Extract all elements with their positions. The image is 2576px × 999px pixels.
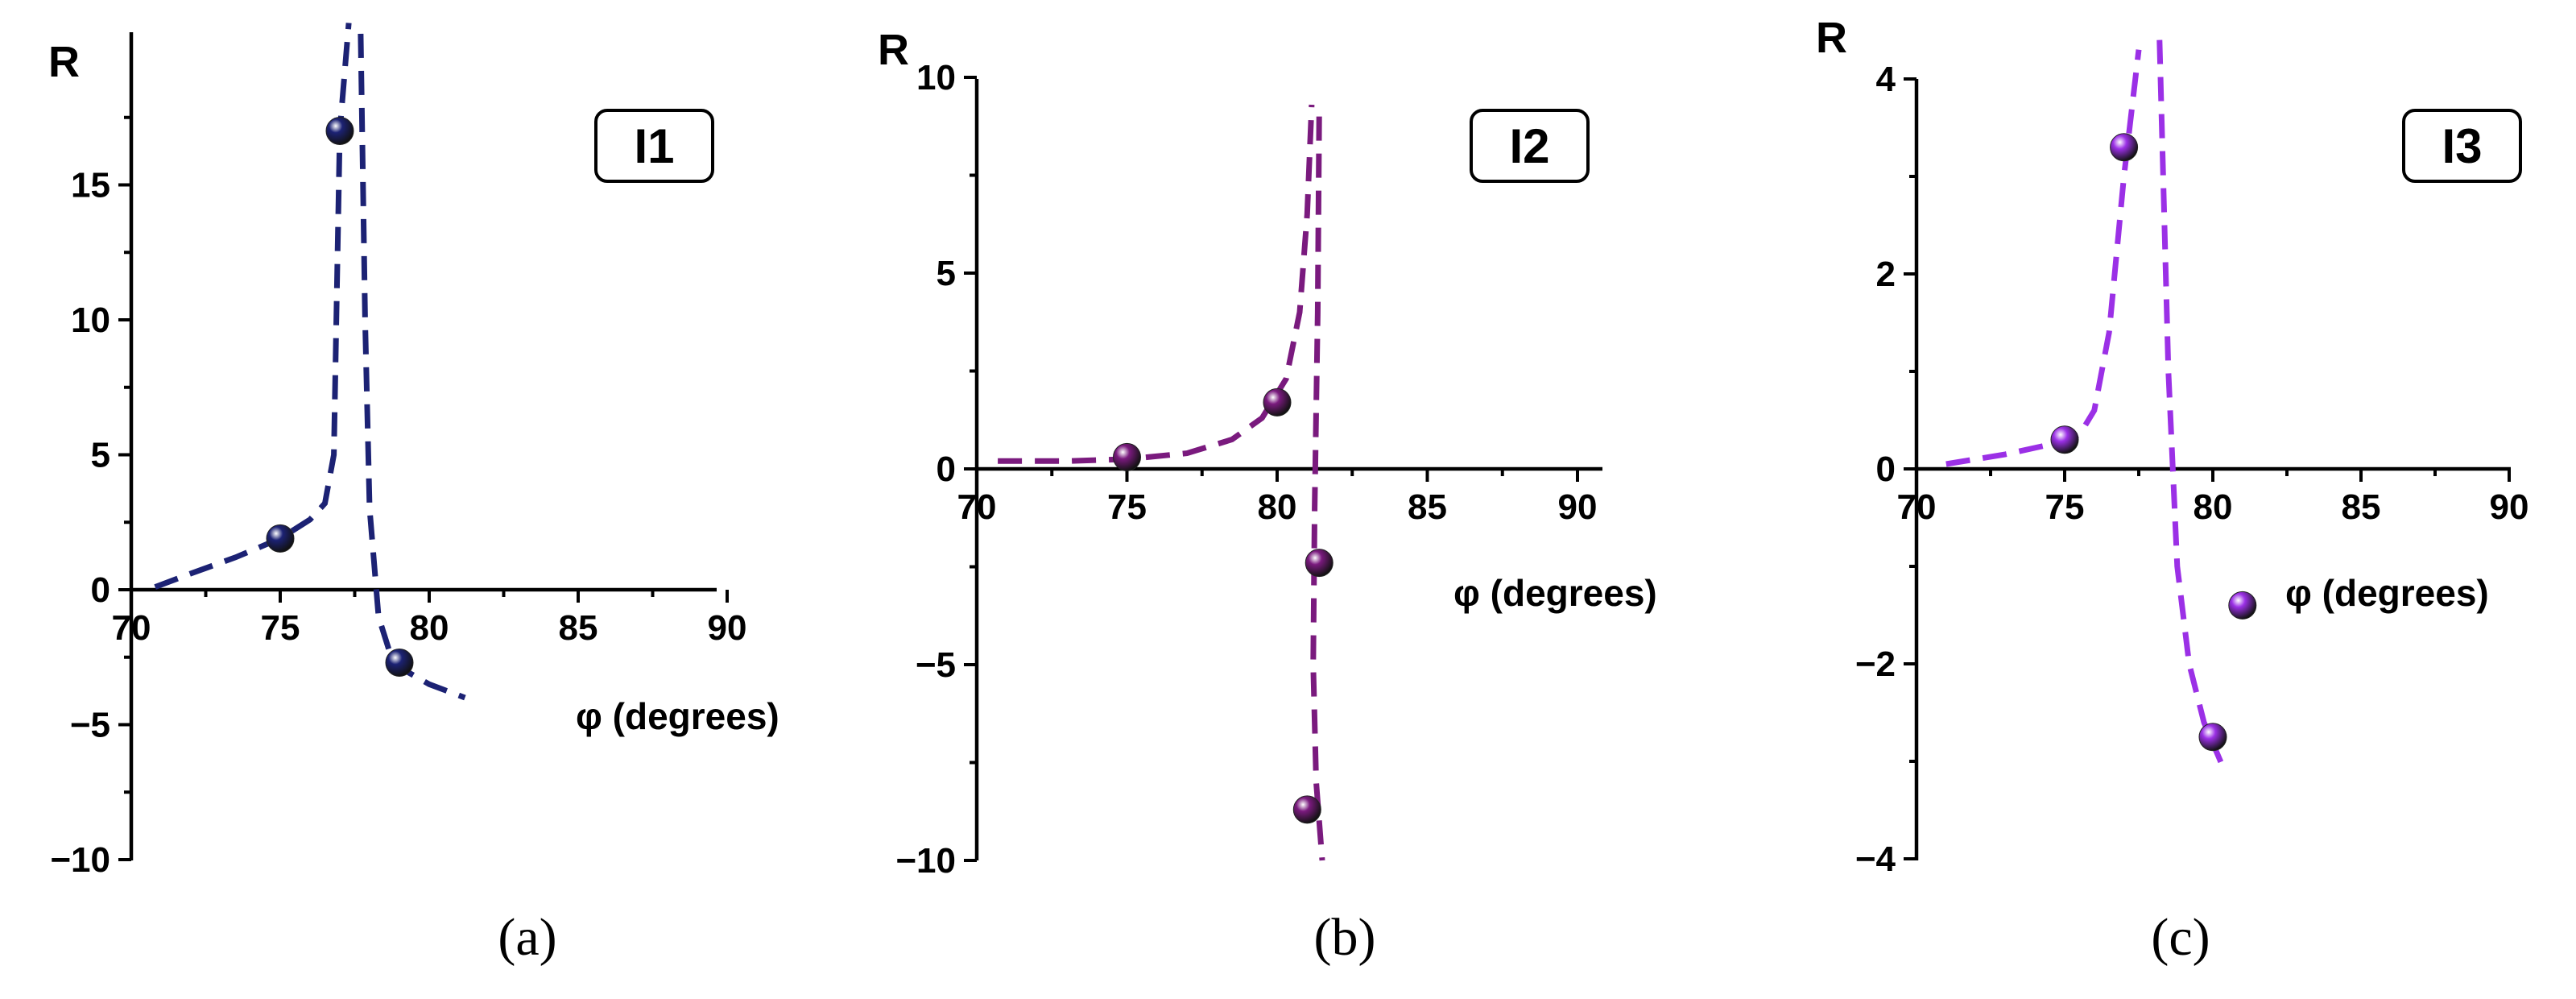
data-point [325, 117, 354, 145]
panel-label-box [2402, 109, 2522, 183]
data-point [266, 524, 295, 553]
data-point [385, 648, 414, 677]
panel-caption: (b) [1314, 908, 1376, 967]
data-point [2110, 133, 2139, 162]
y-tick-label: 10 [71, 301, 110, 340]
x-tick-label: 75 [261, 608, 300, 648]
x-tick-label: 70 [957, 487, 997, 527]
x-tick-label: 80 [410, 608, 449, 648]
x-axis-title: φ (degrees) [576, 695, 779, 737]
y-axis-title: R [1816, 14, 1847, 62]
x-tick-label: 90 [1558, 487, 1598, 527]
x-tick-label: 85 [1408, 487, 1447, 527]
fit-curve [358, 33, 466, 701]
panel-label: I2 [1509, 119, 1549, 173]
y-tick-label: −10 [50, 840, 110, 880]
data-point [2228, 591, 2257, 620]
y-tick-label: 10 [916, 58, 956, 97]
data-point [2050, 425, 2079, 454]
data-point [1305, 549, 1333, 578]
data-point [2198, 723, 2227, 752]
panel-label-box [1470, 109, 1590, 183]
panel-label: I3 [2442, 119, 2482, 173]
x-tick-label: 85 [559, 608, 598, 648]
y-tick-label: −2 [1855, 645, 1896, 684]
x-tick-label: 75 [1107, 487, 1147, 527]
chart-panel-3: −4 −2 0 2 4 70 75 80 85 90 Rφ (degrees) I3 (c) [1816, 14, 2528, 967]
y-tick-label: −10 [895, 841, 956, 881]
x-tick-label: 80 [1258, 487, 1297, 527]
y-tick-label: 0 [91, 570, 110, 610]
y-tick-label: 15 [71, 166, 110, 205]
x-axis-title: φ (degrees) [1453, 572, 1657, 614]
x-tick-label: 70 [1897, 487, 1937, 527]
fit-curve [1310, 116, 1325, 861]
x-tick-label: 80 [2194, 487, 2233, 527]
y-tick-label: 4 [1876, 60, 1896, 99]
y-tick-label: 0 [1876, 450, 1896, 489]
y-axis-title: R [48, 38, 80, 86]
panel-label: I1 [634, 119, 674, 173]
y-tick-label: −4 [1855, 839, 1896, 879]
data-point [1292, 795, 1321, 824]
chart-panel-2: −10 −5 0 5 10 70 75 80 85 90 Rφ (degrees) I2 (b) [878, 26, 1657, 967]
panel-caption: (c) [2151, 908, 2210, 967]
y-axis-title: R [878, 26, 909, 74]
data-point [1113, 442, 1141, 471]
fit-curve [2156, 39, 2227, 773]
x-axis-title: φ (degrees) [2285, 572, 2489, 614]
y-tick-label: −5 [70, 706, 110, 745]
panel-label-box [594, 109, 714, 183]
data-point [1263, 388, 1292, 417]
y-tick-label: −5 [916, 645, 956, 685]
x-tick-label: 75 [2045, 487, 2085, 527]
y-tick-label: 5 [937, 254, 956, 293]
chart-panel-1: −10 −5 0 5 10 15 70 75 80 85 90 Rφ (degrees) I1 (a) [48, 23, 779, 967]
fit-curve [154, 23, 352, 590]
fit-curve [1945, 49, 2142, 467]
x-tick-label: 85 [2342, 487, 2381, 527]
y-tick-label: 0 [937, 450, 956, 489]
x-tick-label: 70 [112, 608, 151, 648]
x-tick-label: 90 [2490, 487, 2529, 527]
x-tick-label: 90 [708, 608, 747, 648]
y-tick-label: 2 [1876, 255, 1896, 294]
y-tick-label: 5 [91, 436, 110, 475]
panel-caption: (a) [498, 908, 556, 967]
